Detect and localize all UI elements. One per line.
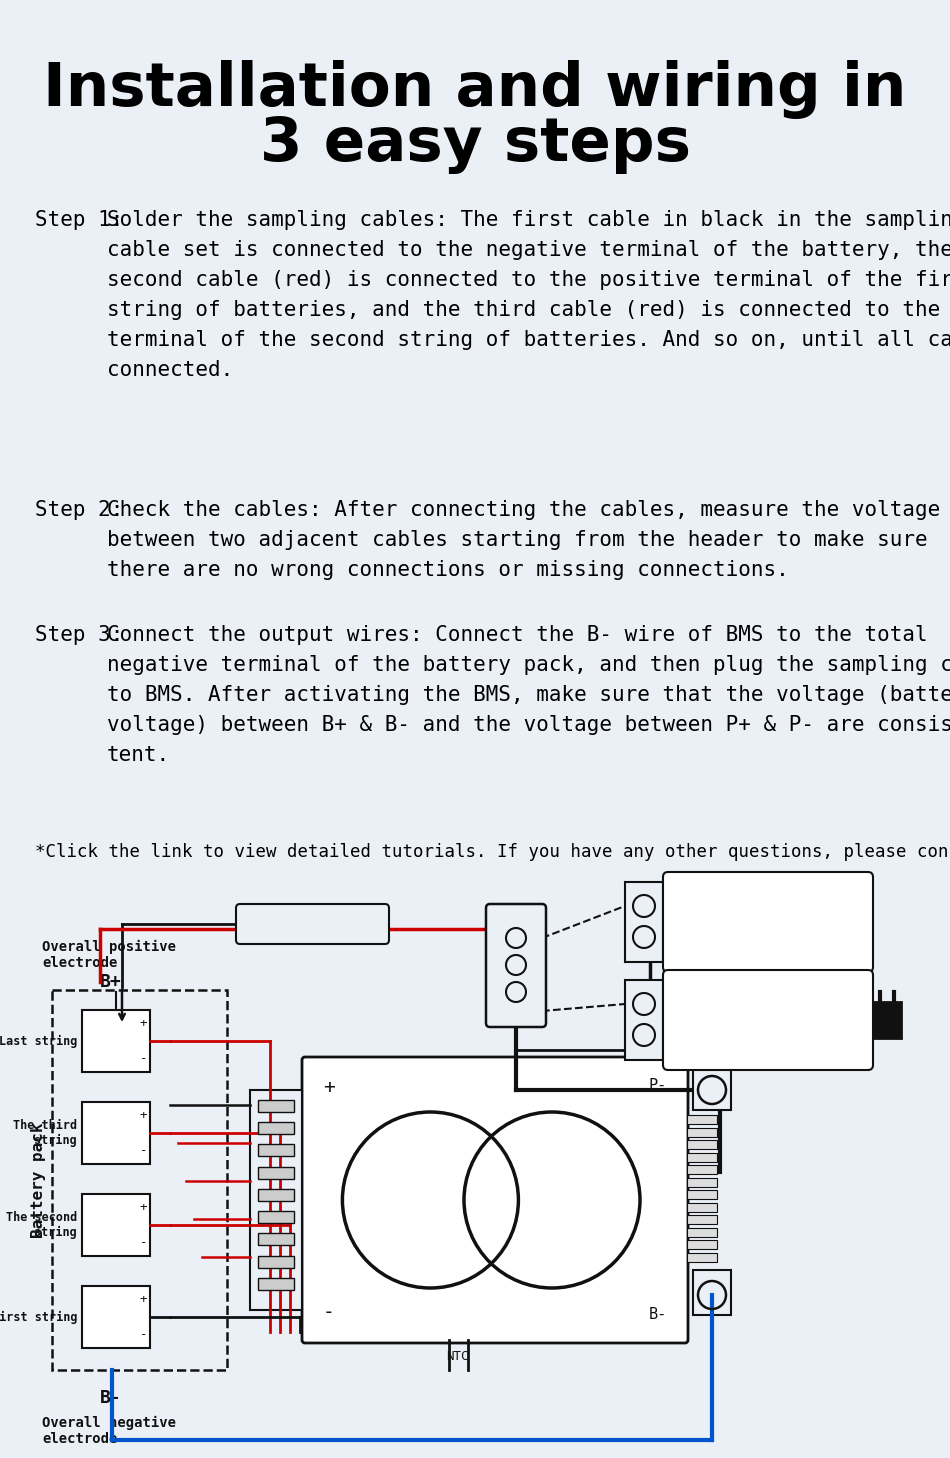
FancyBboxPatch shape	[82, 1102, 150, 1163]
FancyBboxPatch shape	[625, 980, 663, 1060]
Text: + Recharger: + Recharger	[683, 1012, 784, 1028]
Text: chine,load: chine,load	[683, 924, 784, 939]
FancyBboxPatch shape	[625, 882, 663, 962]
FancyBboxPatch shape	[687, 1252, 717, 1261]
Text: P-: P-	[506, 1002, 526, 1021]
Text: -: -	[140, 1053, 147, 1064]
Text: Step 3:: Step 3:	[35, 625, 124, 644]
FancyBboxPatch shape	[486, 904, 546, 1026]
FancyBboxPatch shape	[687, 1215, 717, 1225]
FancyBboxPatch shape	[687, 1140, 717, 1149]
FancyBboxPatch shape	[302, 1057, 688, 1343]
FancyBboxPatch shape	[687, 1152, 717, 1162]
Text: Last string: Last string	[0, 1035, 77, 1047]
Text: The third
string: The third string	[13, 1118, 77, 1147]
FancyBboxPatch shape	[258, 1099, 294, 1112]
Text: -: -	[140, 1328, 147, 1341]
Text: +: +	[140, 1201, 147, 1215]
Text: +: +	[140, 1293, 147, 1306]
FancyBboxPatch shape	[693, 1270, 731, 1315]
FancyBboxPatch shape	[687, 1203, 717, 1212]
Text: *Click the link to view detailed tutorials. If you have any other questions, ple: *Click the link to view detailed tutoria…	[35, 843, 950, 862]
FancyBboxPatch shape	[250, 1091, 302, 1309]
Text: The second
string: The second string	[6, 1212, 77, 1239]
Text: First string: First string	[0, 1311, 77, 1324]
Text: +: +	[323, 1077, 334, 1096]
FancyBboxPatch shape	[258, 1212, 294, 1223]
Text: -: -	[323, 1303, 334, 1322]
FancyBboxPatch shape	[82, 1286, 150, 1349]
FancyBboxPatch shape	[258, 1277, 294, 1290]
Text: +: +	[140, 1110, 147, 1123]
Text: 3 easy steps: 3 easy steps	[259, 115, 691, 174]
Text: Overall positive
electrode: Overall positive electrode	[42, 940, 176, 971]
Text: Battery pack: Battery pack	[31, 1123, 47, 1238]
Text: Overall negative
electrode: Overall negative electrode	[42, 1416, 176, 1446]
Text: P+: P+	[506, 911, 526, 929]
FancyBboxPatch shape	[236, 904, 389, 943]
Text: +: +	[140, 1018, 147, 1029]
Text: Step 2:: Step 2:	[35, 500, 124, 521]
FancyBboxPatch shape	[873, 1002, 901, 1038]
FancyBboxPatch shape	[687, 1115, 717, 1124]
FancyBboxPatch shape	[258, 1255, 294, 1267]
Text: B-: B-	[649, 1306, 667, 1322]
FancyBboxPatch shape	[687, 1127, 717, 1136]
FancyBboxPatch shape	[258, 1166, 294, 1178]
FancyBboxPatch shape	[687, 1165, 717, 1174]
FancyBboxPatch shape	[693, 1064, 731, 1110]
Text: +: +	[639, 989, 648, 1002]
Text: B+: B+	[100, 972, 122, 991]
Text: Installation and wiring in: Installation and wiring in	[44, 60, 906, 120]
Text: P-: P-	[649, 1077, 667, 1094]
FancyBboxPatch shape	[663, 970, 873, 1070]
Text: Step 1:: Step 1:	[35, 210, 124, 230]
Text: Check the cables: After connecting the cables, measure the voltage
between two a: Check the cables: After connecting the c…	[107, 500, 940, 580]
FancyBboxPatch shape	[687, 1239, 717, 1250]
Text: Connect the output wires: Connect the B- wire of BMS to the total
negative termi: Connect the output wires: Connect the B-…	[107, 625, 950, 764]
FancyBboxPatch shape	[663, 872, 873, 972]
Text: NTC: NTC	[446, 1350, 468, 1363]
FancyBboxPatch shape	[82, 1194, 150, 1255]
Text: -: -	[640, 940, 648, 954]
Text: +: +	[639, 889, 648, 904]
FancyBboxPatch shape	[258, 1145, 294, 1156]
Text: + Electric ma-: + Electric ma-	[683, 904, 810, 920]
Text: -: -	[140, 1236, 147, 1250]
FancyBboxPatch shape	[258, 1233, 294, 1245]
FancyBboxPatch shape	[687, 1190, 717, 1198]
FancyBboxPatch shape	[82, 1010, 150, 1072]
FancyBboxPatch shape	[258, 1123, 294, 1134]
Text: Solder the sampling cables: The first cable in black in the sampling
cable set i: Solder the sampling cables: The first ca…	[107, 210, 950, 379]
Text: -: -	[640, 1040, 648, 1053]
Text: Samping cable: Samping cable	[254, 917, 371, 932]
FancyBboxPatch shape	[687, 1178, 717, 1187]
FancyBboxPatch shape	[258, 1188, 294, 1201]
Text: -: -	[140, 1145, 147, 1158]
Text: B-: B-	[100, 1389, 122, 1407]
FancyBboxPatch shape	[687, 1228, 717, 1236]
